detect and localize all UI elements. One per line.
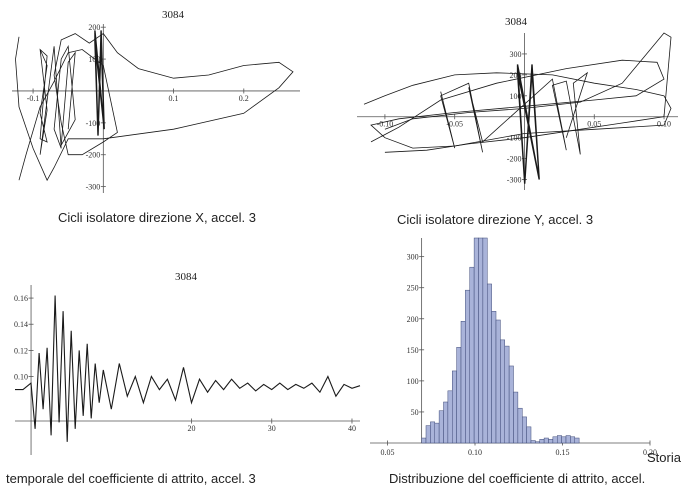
histogram-bar <box>482 237 488 444</box>
histogram-bar <box>452 370 457 444</box>
histogram-bar <box>504 345 510 444</box>
y-tick-label: 200 <box>509 71 521 80</box>
histogram-bar <box>425 425 431 444</box>
chart-hyst-y: 3084-0.10 -0.05 0.05 0.10300200100-100-200-… <box>357 16 678 190</box>
histogram-bar <box>552 436 558 444</box>
histogram-bar <box>473 237 479 444</box>
y-tick-label: 100 <box>509 92 521 101</box>
y-tick-label: 50 <box>411 408 419 417</box>
caption-bottom-right-extra: Storia <box>647 450 681 465</box>
series-line <box>384 32 672 153</box>
histogram-bar <box>522 416 527 444</box>
y-tick-label: 0.10 <box>14 373 28 382</box>
chart-title: 3084 <box>162 9 185 21</box>
histogram-bar <box>495 319 501 444</box>
histogram-bar <box>548 439 554 444</box>
y-tick-label: 100 <box>88 55 100 64</box>
x-tick-label: 0.15 <box>556 448 570 457</box>
x-tick-label: -0.10 <box>377 120 394 129</box>
y-tick-label: -200 <box>507 155 522 164</box>
y-tick-label: 200 <box>88 23 100 32</box>
histogram-bar <box>570 436 575 444</box>
x-tick-label: 0.20 <box>643 448 657 457</box>
histogram-bar <box>517 407 523 444</box>
histogram-bar <box>465 289 470 444</box>
histogram-bar <box>469 266 475 444</box>
y-tick-label: 200 <box>407 315 419 324</box>
histogram-bar <box>478 237 484 444</box>
y-tick-label: 150 <box>407 346 419 355</box>
histogram-bar <box>456 347 462 444</box>
y-tick-label: 300 <box>407 253 419 262</box>
y-tick-label: -200 <box>86 151 101 160</box>
x-tick-label: -0.1 <box>27 94 40 103</box>
x-tick-label: 0.05 <box>381 448 395 457</box>
histogram-bar <box>543 437 549 444</box>
histogram-bar <box>557 435 562 444</box>
series-line <box>15 33 294 182</box>
series-line <box>440 71 589 155</box>
y-tick-label: 250 <box>407 284 419 293</box>
histogram-bar <box>565 435 571 444</box>
x-tick-label: 0.1 <box>169 94 179 103</box>
histogram-bar <box>447 390 453 444</box>
histogram-bar <box>443 401 449 444</box>
y-tick-label: -300 <box>507 176 522 185</box>
histogram-bar <box>438 410 444 444</box>
chart-hyst-x: 3084 -0.1 0.1 0.2 200 100 -100 -200 -300 <box>12 9 300 193</box>
histogram-bar <box>535 441 540 444</box>
dense-cycles-band <box>516 64 540 184</box>
y-tick-label: -300 <box>86 183 101 192</box>
histogram-bar <box>500 339 505 444</box>
histogram-bar <box>434 422 440 444</box>
y-tick-label: 0.12 <box>14 346 28 355</box>
x-tick-label: -0.05 <box>446 120 463 129</box>
x-tick-label: 20 <box>188 424 196 433</box>
y-tick-label: 100 <box>407 377 419 386</box>
histogram-bar <box>487 283 492 444</box>
histogram-bar <box>491 311 497 444</box>
histogram-bar <box>430 421 435 444</box>
series-line <box>39 44 76 155</box>
histogram-bar <box>530 440 536 444</box>
histogram-bar <box>508 365 514 444</box>
y-tick-label: -100 <box>86 119 101 128</box>
histogram-bar <box>421 437 427 444</box>
x-tick-label: 40 <box>348 424 356 433</box>
x-tick-label: 0.10 <box>468 448 482 457</box>
x-tick-label: 0.2 <box>239 94 249 103</box>
histogram-bar <box>539 439 545 444</box>
chart-friction-histogram: 0.05 0.10 0.15 0.20 300 250 200 150 100 50 <box>370 237 657 457</box>
histogram-bar <box>561 436 567 444</box>
x-tick-label: 0.05 <box>587 120 601 129</box>
chart-title: 3084 <box>175 271 198 283</box>
histogram-bar <box>526 426 532 444</box>
dense-cycles-band <box>94 30 105 136</box>
chart-title: 3084 <box>505 16 528 28</box>
histogram-bar <box>513 391 519 444</box>
series-line <box>363 59 672 149</box>
series-line <box>15 295 361 442</box>
caption-bottom-right: Distribuzione del coefficiente di attrit… <box>389 471 646 486</box>
caption-bottom-left: temporale del coefficiente di attrito, a… <box>6 471 256 486</box>
chart-friction-history: 3084 20 30 40 0.16 0.14 0.12 0.10 <box>14 271 361 455</box>
y-tick-label: -100 <box>507 134 522 143</box>
histogram-bar <box>460 320 466 444</box>
y-tick-label: 300 <box>509 50 521 59</box>
y-tick-label: 0.16 <box>14 294 28 303</box>
histogram-bar <box>574 437 580 444</box>
caption-top-left: Cicli isolatore direzione X, accel. 3 <box>58 210 256 225</box>
x-tick-label: 30 <box>268 424 276 433</box>
caption-top-right: Cicli isolatore direzione Y, accel. 3 <box>397 212 594 227</box>
y-tick-label: 0.14 <box>14 320 28 329</box>
